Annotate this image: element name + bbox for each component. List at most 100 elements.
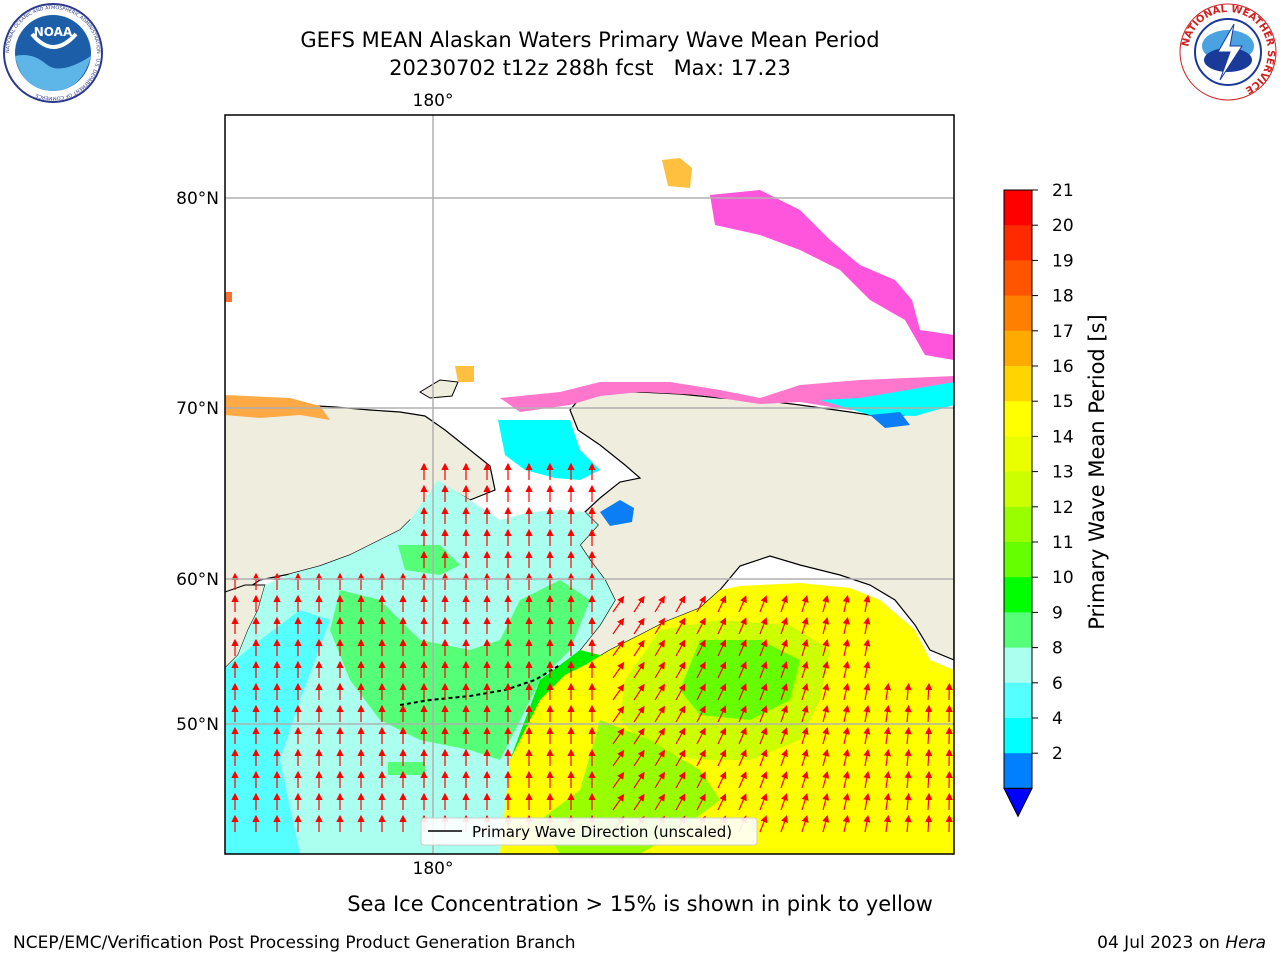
wave-arrow [633, 617, 645, 635]
wave-arrow [633, 771, 645, 789]
wave-arrow [801, 749, 809, 767]
wave-arrow [612, 595, 625, 613]
wave-arrow [738, 639, 747, 657]
wave-arrow [780, 617, 788, 635]
colorbar-tick-label: 16 [1052, 357, 1074, 377]
wave-arrow [863, 726, 871, 745]
lon-label-bottom: 180° [413, 859, 454, 879]
wave-arrow [904, 814, 912, 833]
wave-arrow [717, 705, 727, 723]
wave-arrow [717, 771, 727, 789]
wave-arrow [801, 727, 809, 745]
wave-arrow [738, 595, 747, 613]
wave-arrow [842, 748, 850, 767]
wave-arrow [801, 815, 809, 833]
colorbar-frame [1003, 189, 1033, 789]
wave-arrow [738, 749, 747, 767]
wave-arrow [612, 793, 625, 811]
wave-arrow [717, 617, 727, 635]
wave-arrow [717, 661, 727, 679]
wave-arrow [675, 793, 686, 811]
wave-arrow [863, 616, 871, 635]
wave-arrow [925, 792, 933, 811]
wave-arrow [633, 595, 645, 613]
wave-arrow [925, 748, 933, 767]
wave-arrow [801, 639, 809, 657]
colorbar-tick-label: 14 [1052, 427, 1074, 447]
wave-arrow [863, 660, 871, 679]
wave-arrow [822, 814, 830, 833]
colorbar-segment [1004, 366, 1032, 402]
wave-arrow [612, 727, 625, 745]
wave-arrow [696, 639, 706, 657]
colorbar-segment [1004, 436, 1032, 473]
wave-arrow [842, 792, 850, 811]
wave-arrow [863, 792, 871, 811]
wave-arrow [780, 705, 788, 723]
wave-arrow [738, 771, 747, 789]
wave-arrow [759, 705, 768, 723]
map-plot-area [225, 115, 954, 854]
colorbar-tick-label: 18 [1052, 287, 1074, 307]
colorbar-segment [1004, 612, 1032, 649]
wave-arrow [696, 661, 706, 679]
colorbar-tick-label: 8 [1052, 639, 1063, 659]
wave-arrow [780, 639, 788, 657]
wave-arrow [759, 595, 768, 613]
wave-arrow [759, 683, 768, 701]
wave-arrow [696, 749, 706, 767]
wave-arrow [759, 639, 768, 657]
wave-arrow [863, 704, 871, 723]
colorbar-tick-label: 20 [1052, 216, 1074, 236]
colorbar: 21 20 19 18 17 16 15 14 13 12 11 10 9 8 6 4 2 [1003, 181, 1074, 818]
footer-date: 04 Jul 2023 on Hera [1097, 933, 1266, 953]
wave-arrow [675, 617, 686, 635]
wave-arrow [738, 793, 747, 811]
wave-arrow [654, 793, 665, 811]
noaa-logo-text: NOAA [34, 25, 73, 39]
colorbar-segment [1004, 330, 1032, 367]
colorbar-tick-label: 12 [1052, 498, 1074, 518]
wave-arrow [780, 771, 788, 789]
wave-arrow [883, 682, 892, 701]
wave-arrow [612, 749, 625, 767]
wave-arrow [633, 683, 645, 701]
wave-arrow [612, 661, 625, 679]
wave-arrow [654, 771, 665, 789]
legend-label: Primary Wave Direction (unscaled) [472, 823, 732, 841]
map-legend: Primary Wave Direction (unscaled) [420, 817, 758, 846]
wave-arrow [801, 617, 809, 635]
wave-arrow [904, 770, 912, 789]
colorbar-segment [1004, 190, 1032, 226]
wave-arrow [717, 683, 727, 701]
wave-arrow [822, 748, 830, 767]
land-wrangel [419, 379, 459, 399]
wave-arrow [780, 595, 788, 613]
colorbar-label: Primary Wave Mean Period [s] [1085, 314, 1109, 630]
wave-arrow [780, 815, 788, 833]
wave-arrow [904, 682, 912, 701]
wave-arrow [759, 617, 768, 635]
wave-arrow [738, 661, 747, 679]
wave-arrow [738, 705, 747, 723]
wave-arrow [904, 792, 912, 811]
colorbar-tick-label: 13 [1052, 463, 1074, 483]
wave-arrow [801, 683, 809, 701]
wave-arrow [696, 683, 706, 701]
wave-arrow [738, 727, 747, 745]
lat-label-60: 60°N [176, 570, 219, 590]
wave-arrow [842, 638, 850, 657]
colorbar-tick-label: 4 [1052, 709, 1063, 729]
colorbar-segment [1004, 718, 1032, 754]
colorbar-tick-label: 10 [1052, 568, 1074, 588]
wave-arrow [633, 639, 645, 657]
colorbar-tick-label: 2 [1052, 744, 1063, 764]
wave-arrow [675, 727, 686, 745]
wave-arrow [612, 683, 625, 701]
wave-arrow [717, 749, 727, 767]
wave-arrow [801, 705, 809, 723]
wave-arrow [654, 705, 665, 723]
colorbar-segment [1004, 401, 1032, 437]
map-title: GEFS MEAN Alaskan Waters Primary Wave Me… [300, 28, 880, 52]
